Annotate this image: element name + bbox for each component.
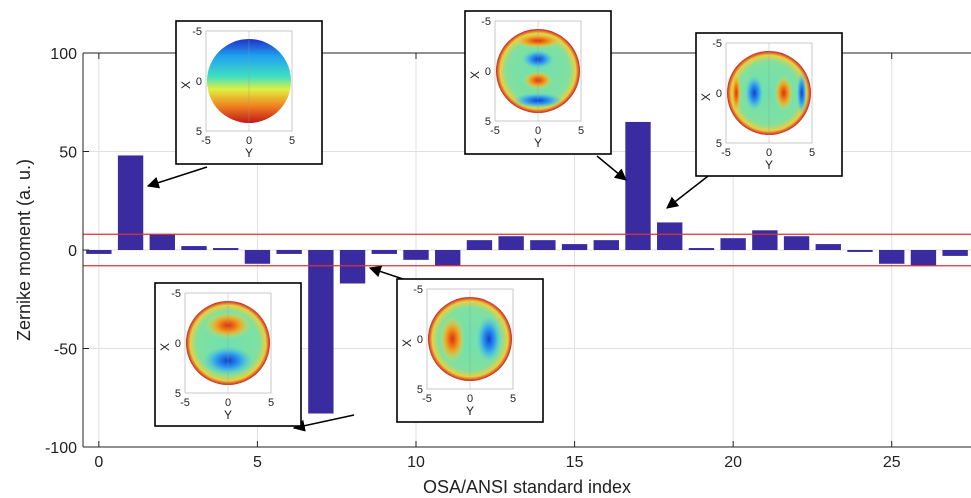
bar-5	[244, 250, 271, 264]
bar-7	[308, 250, 334, 414]
inset-y-tick-label: 5	[485, 116, 491, 128]
bar-16	[593, 240, 619, 250]
bar-13	[498, 236, 524, 250]
inset-y-axis-label: X	[468, 71, 482, 79]
inset-arrow-1	[146, 166, 208, 189]
inset-y-tick-label: -5	[413, 284, 423, 296]
bar-20	[720, 238, 746, 250]
inset-y-tick-label: 0	[175, 338, 181, 350]
inset-y-tick-label: -5	[712, 38, 722, 50]
inset-x-tick-label: 5	[809, 147, 815, 159]
bar-2	[149, 234, 175, 250]
inset-x-tick-label: 5	[268, 397, 274, 409]
inset-zernike-1: -505-5 0 5YX	[175, 20, 323, 165]
bar-4	[213, 248, 239, 250]
bar-6	[276, 250, 302, 254]
inset-y-axis-label: X	[179, 81, 193, 89]
bar-23	[815, 244, 841, 250]
x-tick-label: 0	[94, 454, 103, 471]
inset-zernike-17: -505-5 0 5YX	[464, 10, 612, 155]
inset-x-tick-label: -5	[180, 397, 190, 409]
inset-x-tick-label: 5	[510, 393, 516, 405]
inset-x-tick-label: 0	[766, 147, 772, 159]
inset-y-tick-label: 5	[716, 138, 722, 150]
inset-y-tick-label: 0	[417, 334, 423, 346]
inset-zernike-7: -505-5 0 5YX	[154, 282, 302, 427]
bar-25	[879, 250, 905, 264]
inset-x-tick-label: 5	[289, 135, 295, 147]
bar-9	[371, 250, 397, 254]
bar-18	[657, 222, 683, 250]
bar-10	[403, 250, 429, 260]
threshold-lines	[83, 233, 971, 267]
inset-y-axis-label: X	[699, 93, 713, 101]
y-tick-label: -100	[45, 440, 77, 457]
x-axis-label: OSA/ANSI standard index	[423, 477, 631, 497]
inset-y-axis-label: X	[400, 339, 414, 347]
y-tick-label: -50	[54, 342, 77, 359]
bar-27	[942, 250, 968, 256]
x-tick-label: 20	[724, 454, 742, 471]
bar-22	[783, 236, 810, 250]
inset-x-axis-label: Y	[765, 158, 773, 172]
bar-3	[181, 246, 207, 250]
y-axis-label: Zernike moment (a. u.)	[14, 159, 34, 341]
inset-x-axis-label: Y	[534, 136, 542, 150]
x-tick-label: 25	[883, 454, 901, 471]
inset-x-tick-label: -5	[490, 125, 500, 137]
bar-21	[752, 230, 778, 250]
bar-12	[466, 240, 493, 250]
inset-arrow-7	[292, 414, 355, 432]
x-tick-label: 5	[253, 454, 262, 471]
inset-x-tick-label: -5	[721, 147, 731, 159]
inset-arrow-17	[596, 155, 627, 181]
inset-x-tick-label: 0	[535, 125, 541, 137]
inset-y-tick-label: -5	[192, 26, 202, 38]
inset-zernike-18: -505-5 0 5YX	[695, 32, 843, 177]
y-tick-label: 100	[50, 46, 77, 63]
inset-x-tick-label: 0	[225, 397, 231, 409]
bar-14	[530, 240, 556, 250]
insets: -505-5 0 5YX-505-5 0 5YX-505-5 0 5YX-505-5 0 5YX…	[154, 10, 843, 427]
inset-x-axis-label: Y	[224, 408, 232, 422]
bar-1	[117, 155, 144, 250]
bar-8	[339, 250, 366, 284]
bar-26	[910, 250, 937, 266]
inset-x-tick-label: -5	[422, 393, 432, 405]
bar-15	[561, 244, 588, 250]
inset-y-tick-label: 5	[196, 126, 202, 138]
inset-y-tick-label: 0	[196, 76, 202, 88]
inset-y-axis-label: X	[158, 343, 172, 351]
inset-arrow-18	[666, 172, 713, 209]
bar-0	[86, 250, 112, 254]
inset-y-tick-label: 0	[485, 66, 491, 78]
bar-24	[847, 250, 873, 252]
inset-zernike-8: -505-5 0 5YX	[396, 278, 544, 423]
y-tick-label: 50	[59, 145, 77, 162]
inset-x-axis-label: Y	[245, 146, 253, 160]
inset-y-tick-label: 5	[175, 388, 181, 400]
inset-x-axis-label: Y	[466, 404, 474, 418]
inset-y-tick-label: -5	[171, 288, 181, 300]
x-tick-label: 10	[407, 454, 425, 471]
inset-x-tick-label: 0	[246, 135, 252, 147]
y-tick-label: 0	[68, 243, 77, 260]
bar-11	[435, 250, 461, 266]
bars	[86, 121, 968, 414]
inset-x-tick-label: -5	[201, 135, 211, 147]
inset-x-tick-label: 0	[467, 393, 473, 405]
inset-x-tick-label: 5	[578, 125, 584, 137]
bar-17	[625, 121, 651, 250]
inset-y-tick-label: 0	[716, 88, 722, 100]
bar-19	[688, 248, 715, 250]
x-tick-label: 15	[566, 454, 584, 471]
inset-y-tick-label: 5	[417, 384, 423, 396]
inset-y-tick-label: -5	[481, 16, 491, 28]
